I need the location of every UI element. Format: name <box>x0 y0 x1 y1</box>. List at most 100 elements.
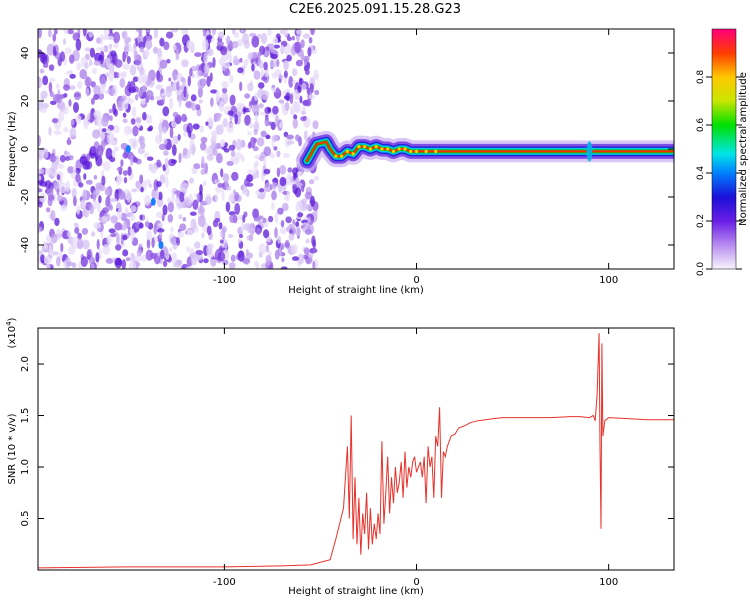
noise-blob <box>247 223 251 234</box>
noise-blob <box>300 49 304 60</box>
y-tick-label: -40 <box>20 237 31 253</box>
noise-blob <box>267 107 271 113</box>
noise-blob <box>165 86 172 98</box>
noise-blob <box>146 230 153 241</box>
noise-blob <box>74 227 80 234</box>
noise-blob <box>297 171 304 177</box>
noise-blob <box>191 102 197 111</box>
noise-blob <box>300 116 307 122</box>
noise-blob <box>197 69 203 77</box>
noise-blob <box>289 229 294 235</box>
noise-blob <box>145 249 154 261</box>
noise-blob <box>146 156 154 161</box>
noise-blob <box>47 197 53 207</box>
noise-blob <box>309 247 318 254</box>
noise-blob <box>274 249 280 260</box>
noise-blob <box>139 214 143 221</box>
noise-blob <box>137 34 144 44</box>
noise-blob <box>158 143 167 150</box>
signal-peak-dot <box>368 147 373 151</box>
noise-blob <box>223 61 231 69</box>
noise-blob <box>53 181 57 190</box>
noise-blob <box>130 205 137 213</box>
noise-blob <box>122 112 127 118</box>
noise-blob <box>255 169 260 179</box>
noise-blob <box>295 34 300 42</box>
noise-blob <box>112 31 121 44</box>
noise-blob <box>220 123 225 130</box>
noise-blob <box>234 152 242 160</box>
noise-blob <box>84 121 88 130</box>
noise-blob <box>84 47 92 52</box>
noise-blob <box>114 257 123 269</box>
noise-blob <box>239 57 243 63</box>
noise-blob <box>178 152 182 164</box>
y-tick-label: -20 <box>20 189 31 205</box>
colorbar-tick-label: 0.6 <box>696 118 706 133</box>
noise-blob <box>269 152 275 160</box>
noise-blob <box>139 174 144 184</box>
noise-blob <box>253 70 261 80</box>
noise-blob <box>305 238 310 244</box>
noise-blob <box>101 116 109 127</box>
noise-blob <box>139 67 145 75</box>
noise-blob <box>270 54 278 59</box>
noise-blob <box>293 114 298 120</box>
noise-blob <box>247 169 254 175</box>
noise-blob <box>258 243 267 255</box>
noise-blob <box>312 120 319 130</box>
noise-blob <box>230 254 236 262</box>
noise-blob <box>49 77 56 83</box>
noise-blob <box>65 70 72 75</box>
noise-blob <box>265 254 272 266</box>
noise-blob <box>253 128 258 136</box>
noise-blob <box>144 152 149 159</box>
noise-blob <box>272 178 279 183</box>
noise-blob <box>68 99 72 107</box>
noise-blob <box>80 256 88 267</box>
noise-blob <box>181 29 187 36</box>
noise-blob <box>115 72 120 79</box>
colorbar-tick-label: 0.8 <box>696 70 706 85</box>
noise-blob <box>115 244 122 251</box>
noise-blob <box>60 242 64 253</box>
noise-blob <box>285 134 294 140</box>
noise-blob <box>108 108 113 114</box>
noise-blob <box>46 50 54 55</box>
noise-blob <box>283 60 289 70</box>
noise-blob <box>148 183 153 188</box>
noise-blob <box>89 204 94 215</box>
noise-blob <box>169 126 174 139</box>
noise-blob <box>77 232 82 240</box>
noise-blob <box>47 29 52 38</box>
noise-blob <box>215 186 223 194</box>
noise-blob <box>312 260 316 269</box>
noise-blob <box>206 75 211 87</box>
noise-blob <box>276 167 281 178</box>
noise-blob <box>264 182 272 193</box>
noise-blob <box>231 29 236 35</box>
noise-blob <box>220 46 228 56</box>
noise-blob <box>218 57 226 66</box>
noise-blob <box>103 45 109 53</box>
noise-blob <box>287 167 293 173</box>
noise-blob <box>182 147 188 156</box>
noise-blob <box>108 43 113 49</box>
noise-blob <box>187 75 191 87</box>
noise-blob <box>128 260 137 269</box>
noise-blob <box>279 227 287 235</box>
noise-blob <box>244 114 251 126</box>
noise-highlight <box>150 197 156 206</box>
noise-blob <box>113 42 119 49</box>
noise-blob <box>178 95 182 108</box>
noise-blob <box>288 223 294 230</box>
noise-blob <box>197 86 203 98</box>
noise-blob <box>122 249 129 257</box>
noise-blob <box>239 81 243 92</box>
figure-title: C2E6.2025.091.15.28.G23 <box>288 2 462 17</box>
noise-blob <box>65 181 71 192</box>
noise-blob <box>192 168 198 175</box>
noise-blob <box>229 214 236 224</box>
noise-blob <box>168 77 172 82</box>
noise-blob <box>269 59 277 69</box>
